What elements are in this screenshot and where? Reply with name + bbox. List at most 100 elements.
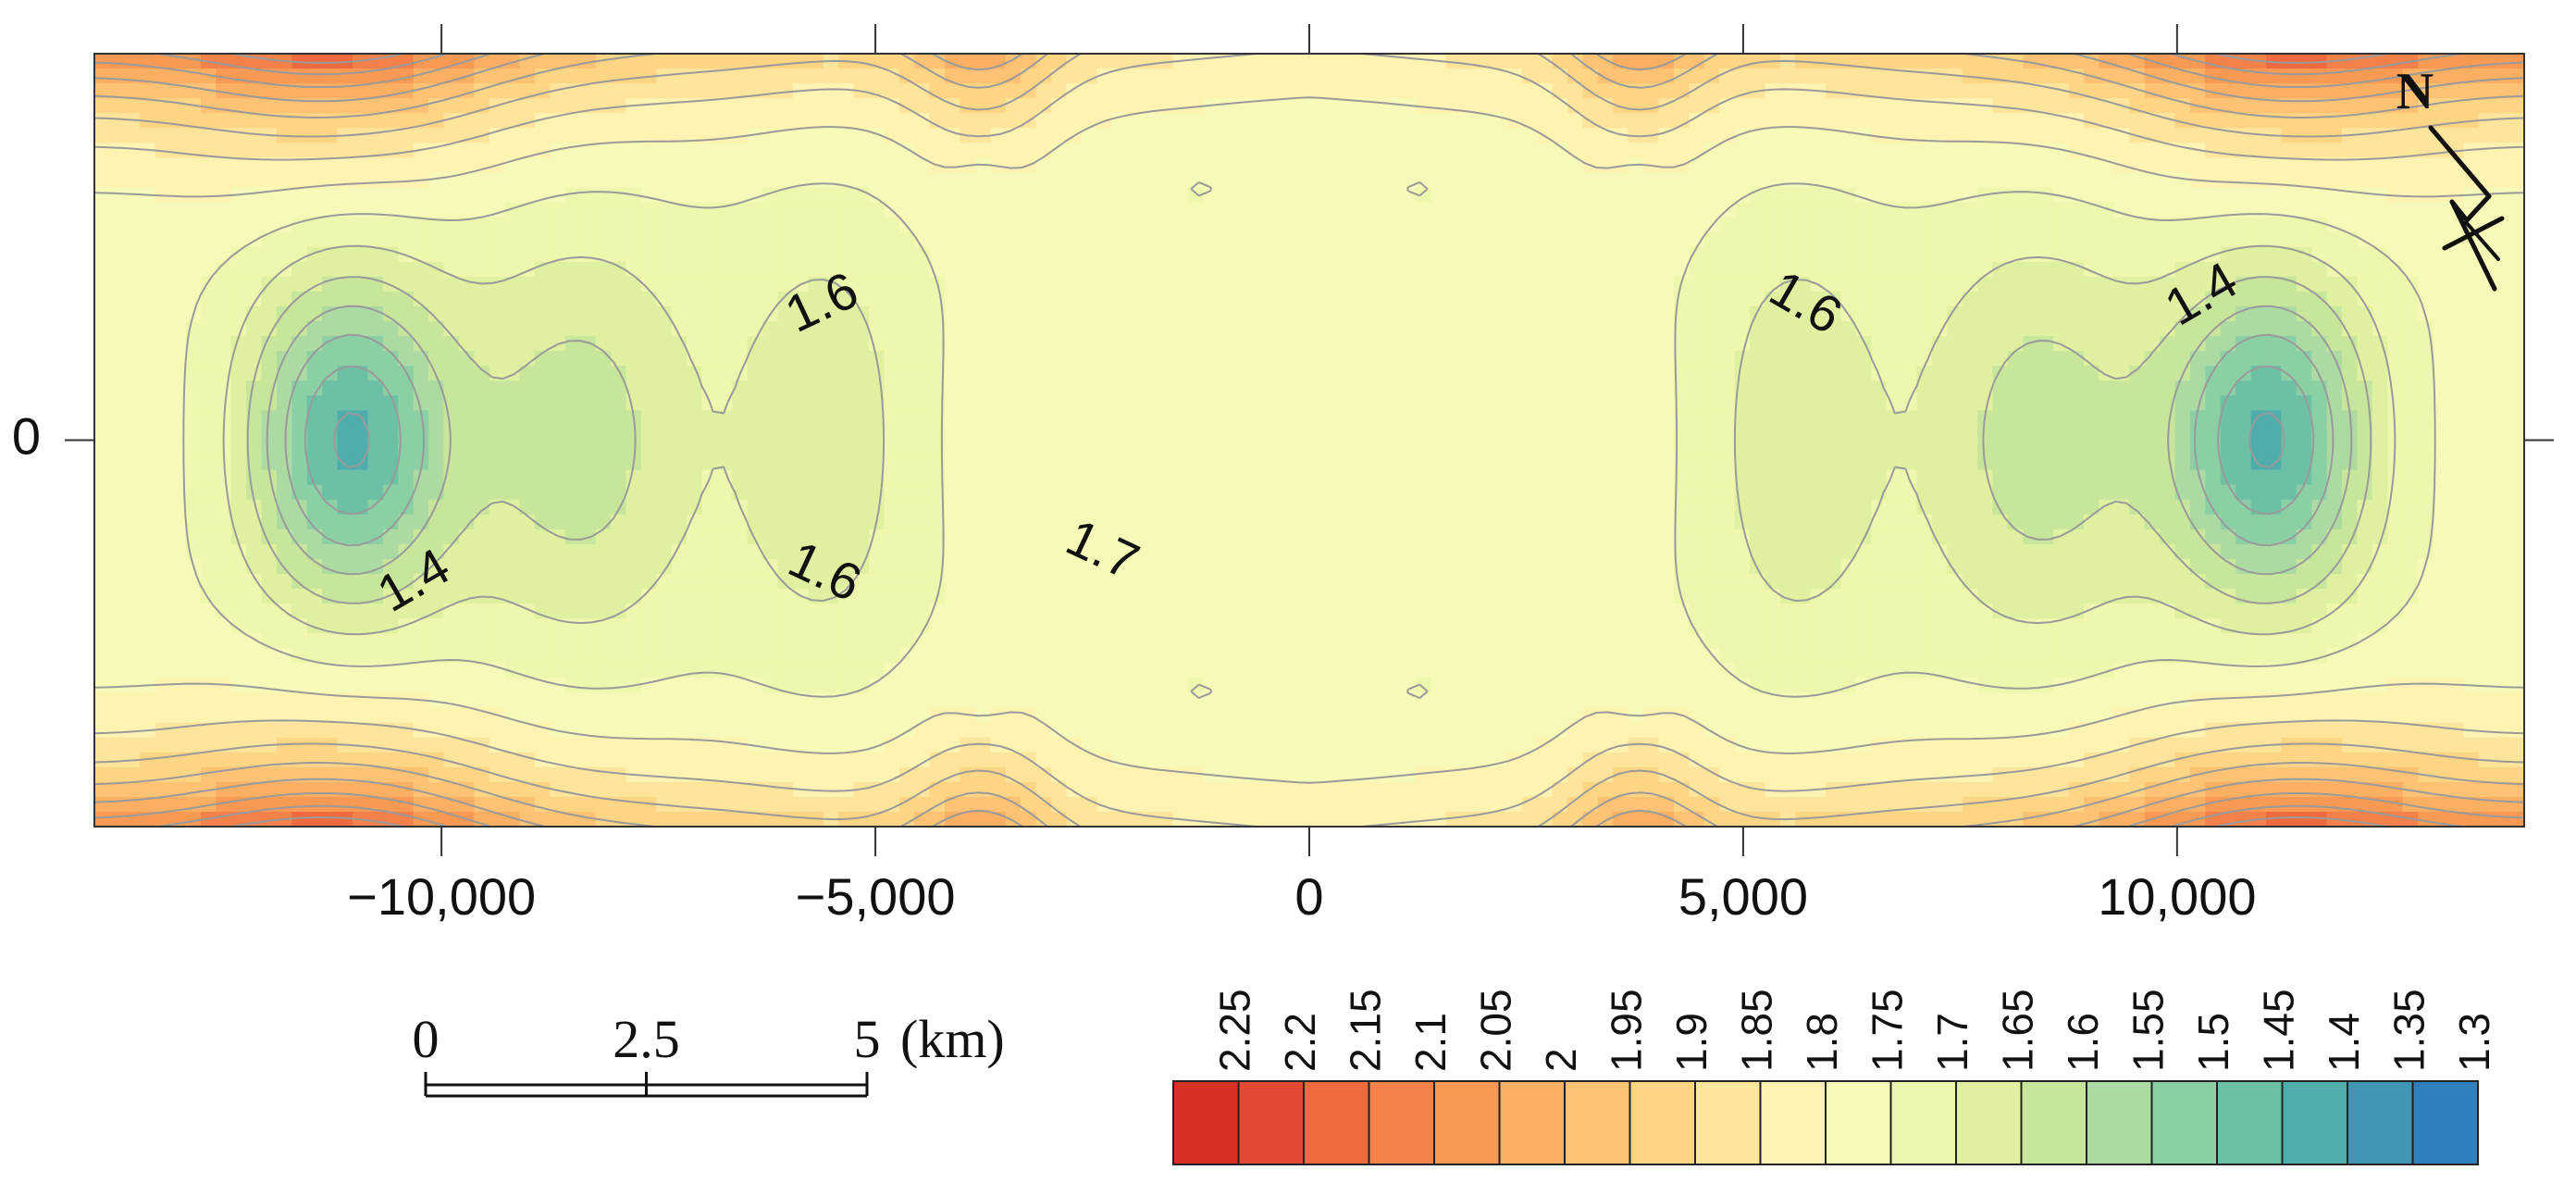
heat-cell xyxy=(2494,128,2510,143)
heat-cell xyxy=(1232,68,1249,84)
heat-cell xyxy=(550,469,566,486)
heat-cell xyxy=(1035,380,1052,396)
heat-cell xyxy=(1643,380,1660,396)
heat-cell xyxy=(1050,261,1067,278)
heat-cell xyxy=(1142,83,1158,99)
heat-cell xyxy=(671,395,687,411)
heat-cell xyxy=(1021,202,1037,218)
heat-cell xyxy=(2053,83,2070,99)
heat-cell xyxy=(109,469,126,486)
heat-cell xyxy=(1506,440,1523,456)
heat-cell xyxy=(1537,276,1554,293)
heat-cell xyxy=(2174,454,2191,471)
heat-cell xyxy=(1430,380,1447,396)
heat-cell xyxy=(2037,336,2054,352)
heat-cell xyxy=(2174,336,2191,352)
heat-cell xyxy=(595,291,612,307)
heat-cell xyxy=(170,231,187,248)
heat-cell xyxy=(640,366,657,381)
heat-cell xyxy=(974,321,991,337)
heat-cell xyxy=(1339,454,1356,471)
heat-cell xyxy=(474,336,490,352)
heat-cell xyxy=(322,454,339,471)
heat-cell xyxy=(671,113,687,129)
heat-cell xyxy=(124,187,141,204)
heat-cell xyxy=(611,113,627,129)
heat-cell xyxy=(1689,305,1705,322)
heat-cell xyxy=(898,336,915,352)
heat-cell xyxy=(1218,202,1234,218)
heat-cell xyxy=(777,454,794,471)
heat-cell xyxy=(2478,395,2495,411)
heat-cell xyxy=(1658,440,1675,456)
heat-cell xyxy=(1506,380,1523,396)
heat-cell xyxy=(2220,261,2236,278)
heat-cell xyxy=(1218,113,1234,129)
heat-cell xyxy=(1309,231,1326,248)
heat-cell xyxy=(1081,217,1097,233)
heat-cell xyxy=(1719,410,1736,427)
heat-cell xyxy=(1734,305,1751,322)
heat-cell xyxy=(1035,128,1052,143)
heat-cell xyxy=(504,321,521,337)
heat-cell xyxy=(1597,336,1614,352)
heat-cell xyxy=(1992,305,2009,322)
heat-cell xyxy=(1430,410,1447,427)
heat-cell xyxy=(230,202,247,218)
heat-cell xyxy=(382,217,399,233)
heat-cell xyxy=(2068,380,2085,396)
heat-cell xyxy=(1232,351,1249,367)
heat-cell xyxy=(1552,217,1568,233)
heat-cell xyxy=(1491,380,1507,396)
heat-cell xyxy=(792,321,809,337)
heat-cell xyxy=(2099,305,2115,322)
heat-cell xyxy=(1263,98,1280,114)
heat-cell xyxy=(2084,336,2100,352)
heat-cell xyxy=(2265,246,2282,263)
heat-cell xyxy=(230,425,247,442)
heat-cell xyxy=(2160,351,2176,367)
heat-cell xyxy=(1840,410,1857,427)
heat-cell xyxy=(474,157,490,174)
heat-cell xyxy=(1628,231,1644,248)
heat-cell xyxy=(2023,469,2039,486)
heat-cell xyxy=(1826,128,1842,143)
heat-cell xyxy=(2265,98,2282,114)
heat-cell xyxy=(2372,113,2388,129)
heat-cell xyxy=(1294,410,1310,427)
heat-cell xyxy=(792,351,809,367)
heat-cell xyxy=(2281,291,2297,307)
heat-cell xyxy=(2235,410,2252,427)
heat-cell xyxy=(1552,172,1568,189)
heat-cell xyxy=(1218,351,1234,367)
heat-cell xyxy=(611,172,627,189)
heat-cell xyxy=(838,172,855,189)
heat-cell xyxy=(367,54,384,69)
heat-cell xyxy=(353,128,369,143)
heat-cell xyxy=(1066,395,1083,411)
heat-cell xyxy=(1021,291,1037,307)
heat-cell xyxy=(1810,291,1827,307)
heat-cell xyxy=(869,366,886,381)
heat-cell xyxy=(747,68,763,84)
heat-cell xyxy=(1810,425,1827,442)
heat-cell xyxy=(1871,440,1888,456)
heat-cell xyxy=(1050,305,1067,322)
heat-cell xyxy=(671,231,687,248)
heat-cell xyxy=(1628,351,1644,367)
heat-cell xyxy=(2144,157,2161,174)
heat-cell xyxy=(1021,246,1037,263)
heat-cell xyxy=(1248,231,1265,248)
heat-cell xyxy=(1765,68,1781,84)
heat-cell xyxy=(1385,172,1402,189)
heat-cell xyxy=(1765,143,1781,159)
heat-cell xyxy=(898,128,915,143)
heat-cell xyxy=(1521,54,1538,69)
heat-cell xyxy=(884,68,900,84)
heat-cell xyxy=(640,410,657,427)
heat-cell xyxy=(1355,128,1371,143)
heat-cell xyxy=(611,291,627,307)
heat-cell xyxy=(1826,366,1842,381)
heat-cell xyxy=(353,380,369,396)
heat-cell xyxy=(2023,83,2039,99)
